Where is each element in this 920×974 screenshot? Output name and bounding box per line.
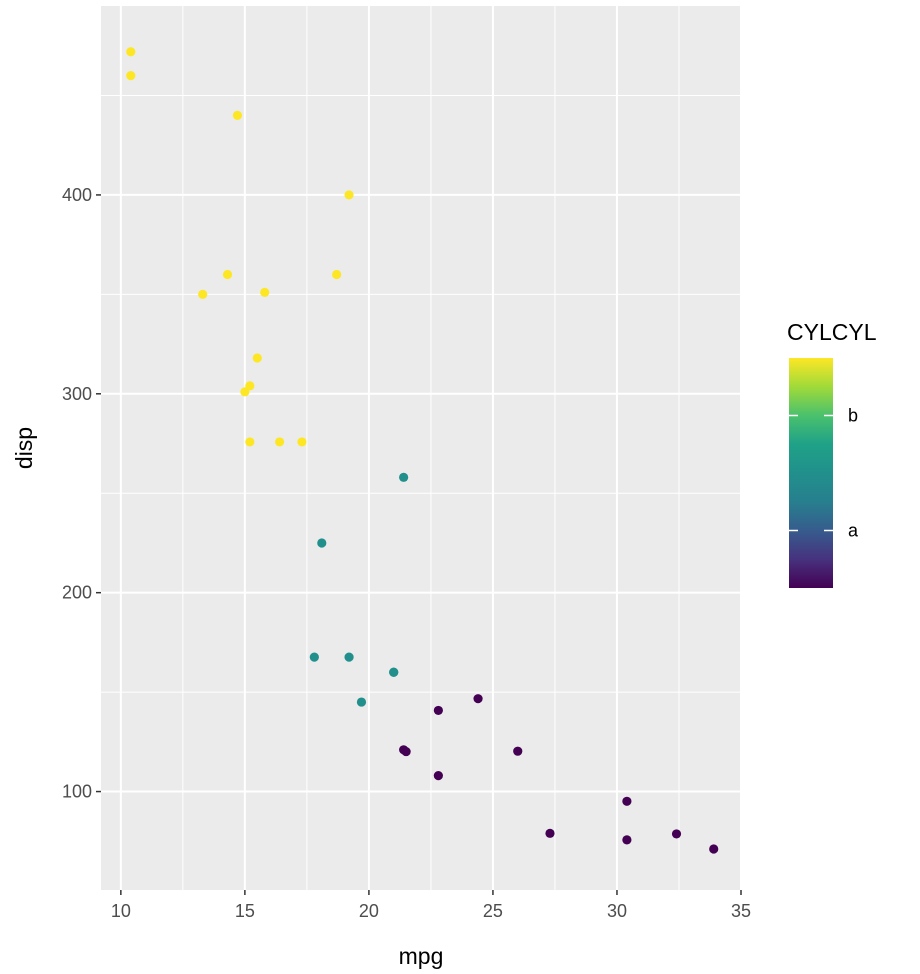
x-tick-label: 15 (235, 901, 255, 921)
legend: CYLCYL ab (787, 319, 877, 588)
data-point-cyl-8 (126, 47, 136, 57)
legend-label: a (848, 521, 859, 541)
x-tick-label: 10 (111, 901, 131, 921)
data-point-cyl-4 (399, 745, 409, 755)
data-point-cyl-4 (433, 705, 443, 716)
data-points (126, 47, 719, 854)
data-point-cyl-4 (513, 746, 523, 756)
data-point-cyl-8 (232, 110, 243, 120)
data-point-cyl-4 (545, 828, 555, 838)
y-axis-ticks: 100 200 300 400 (62, 185, 101, 802)
data-point-cyl-8 (222, 269, 233, 280)
data-point-cyl-8 (198, 289, 208, 299)
x-axis-ticks: 10 15 20 25 30 35 (111, 890, 751, 921)
data-point-cyl-6 (344, 652, 354, 662)
x-axis-title: mpg (399, 943, 444, 969)
y-axis-title: disp (11, 427, 37, 469)
plot-panel (101, 6, 741, 890)
data-point-cyl-6 (317, 538, 327, 548)
data-point-cyl-8 (245, 437, 255, 447)
data-point-cyl-6 (389, 667, 399, 677)
data-point-cyl-4 (622, 796, 632, 806)
data-point-cyl-8 (260, 287, 270, 297)
data-point-cyl-8 (297, 437, 307, 447)
x-tick-label: 30 (607, 901, 627, 921)
data-point-cyl-6 (356, 697, 367, 707)
data-point-cyl-8 (126, 71, 136, 81)
data-point-cyl-4 (622, 835, 632, 845)
data-point-cyl-4 (433, 771, 443, 781)
data-point-cyl-6 (309, 652, 319, 662)
y-tick-label: 200 (62, 583, 92, 603)
legend-label: b (848, 406, 858, 426)
data-point-cyl-4 (671, 829, 682, 839)
data-point-cyl-8 (344, 190, 354, 200)
data-point-cyl-6 (399, 472, 409, 482)
major-gridlines (101, 6, 742, 890)
minor-gridlines (101, 6, 741, 890)
data-point-cyl-8 (240, 387, 250, 397)
y-tick-label: 400 (62, 185, 92, 205)
x-tick-label: 25 (483, 901, 503, 921)
legend-colorbar (789, 358, 833, 588)
data-point-cyl-8 (275, 437, 285, 447)
data-point-cyl-8 (252, 353, 262, 363)
x-tick-label: 35 (731, 901, 751, 921)
y-tick-label: 300 (62, 384, 92, 404)
data-point-cyl-4 (473, 694, 483, 704)
y-tick-label: 100 (62, 782, 92, 802)
x-tick-label: 20 (359, 901, 379, 921)
data-point-cyl-8 (332, 269, 342, 280)
data-point-cyl-4 (709, 844, 719, 854)
legend-colorbar-ticks: ab (789, 406, 859, 541)
legend-title: CYLCYL (787, 319, 877, 345)
